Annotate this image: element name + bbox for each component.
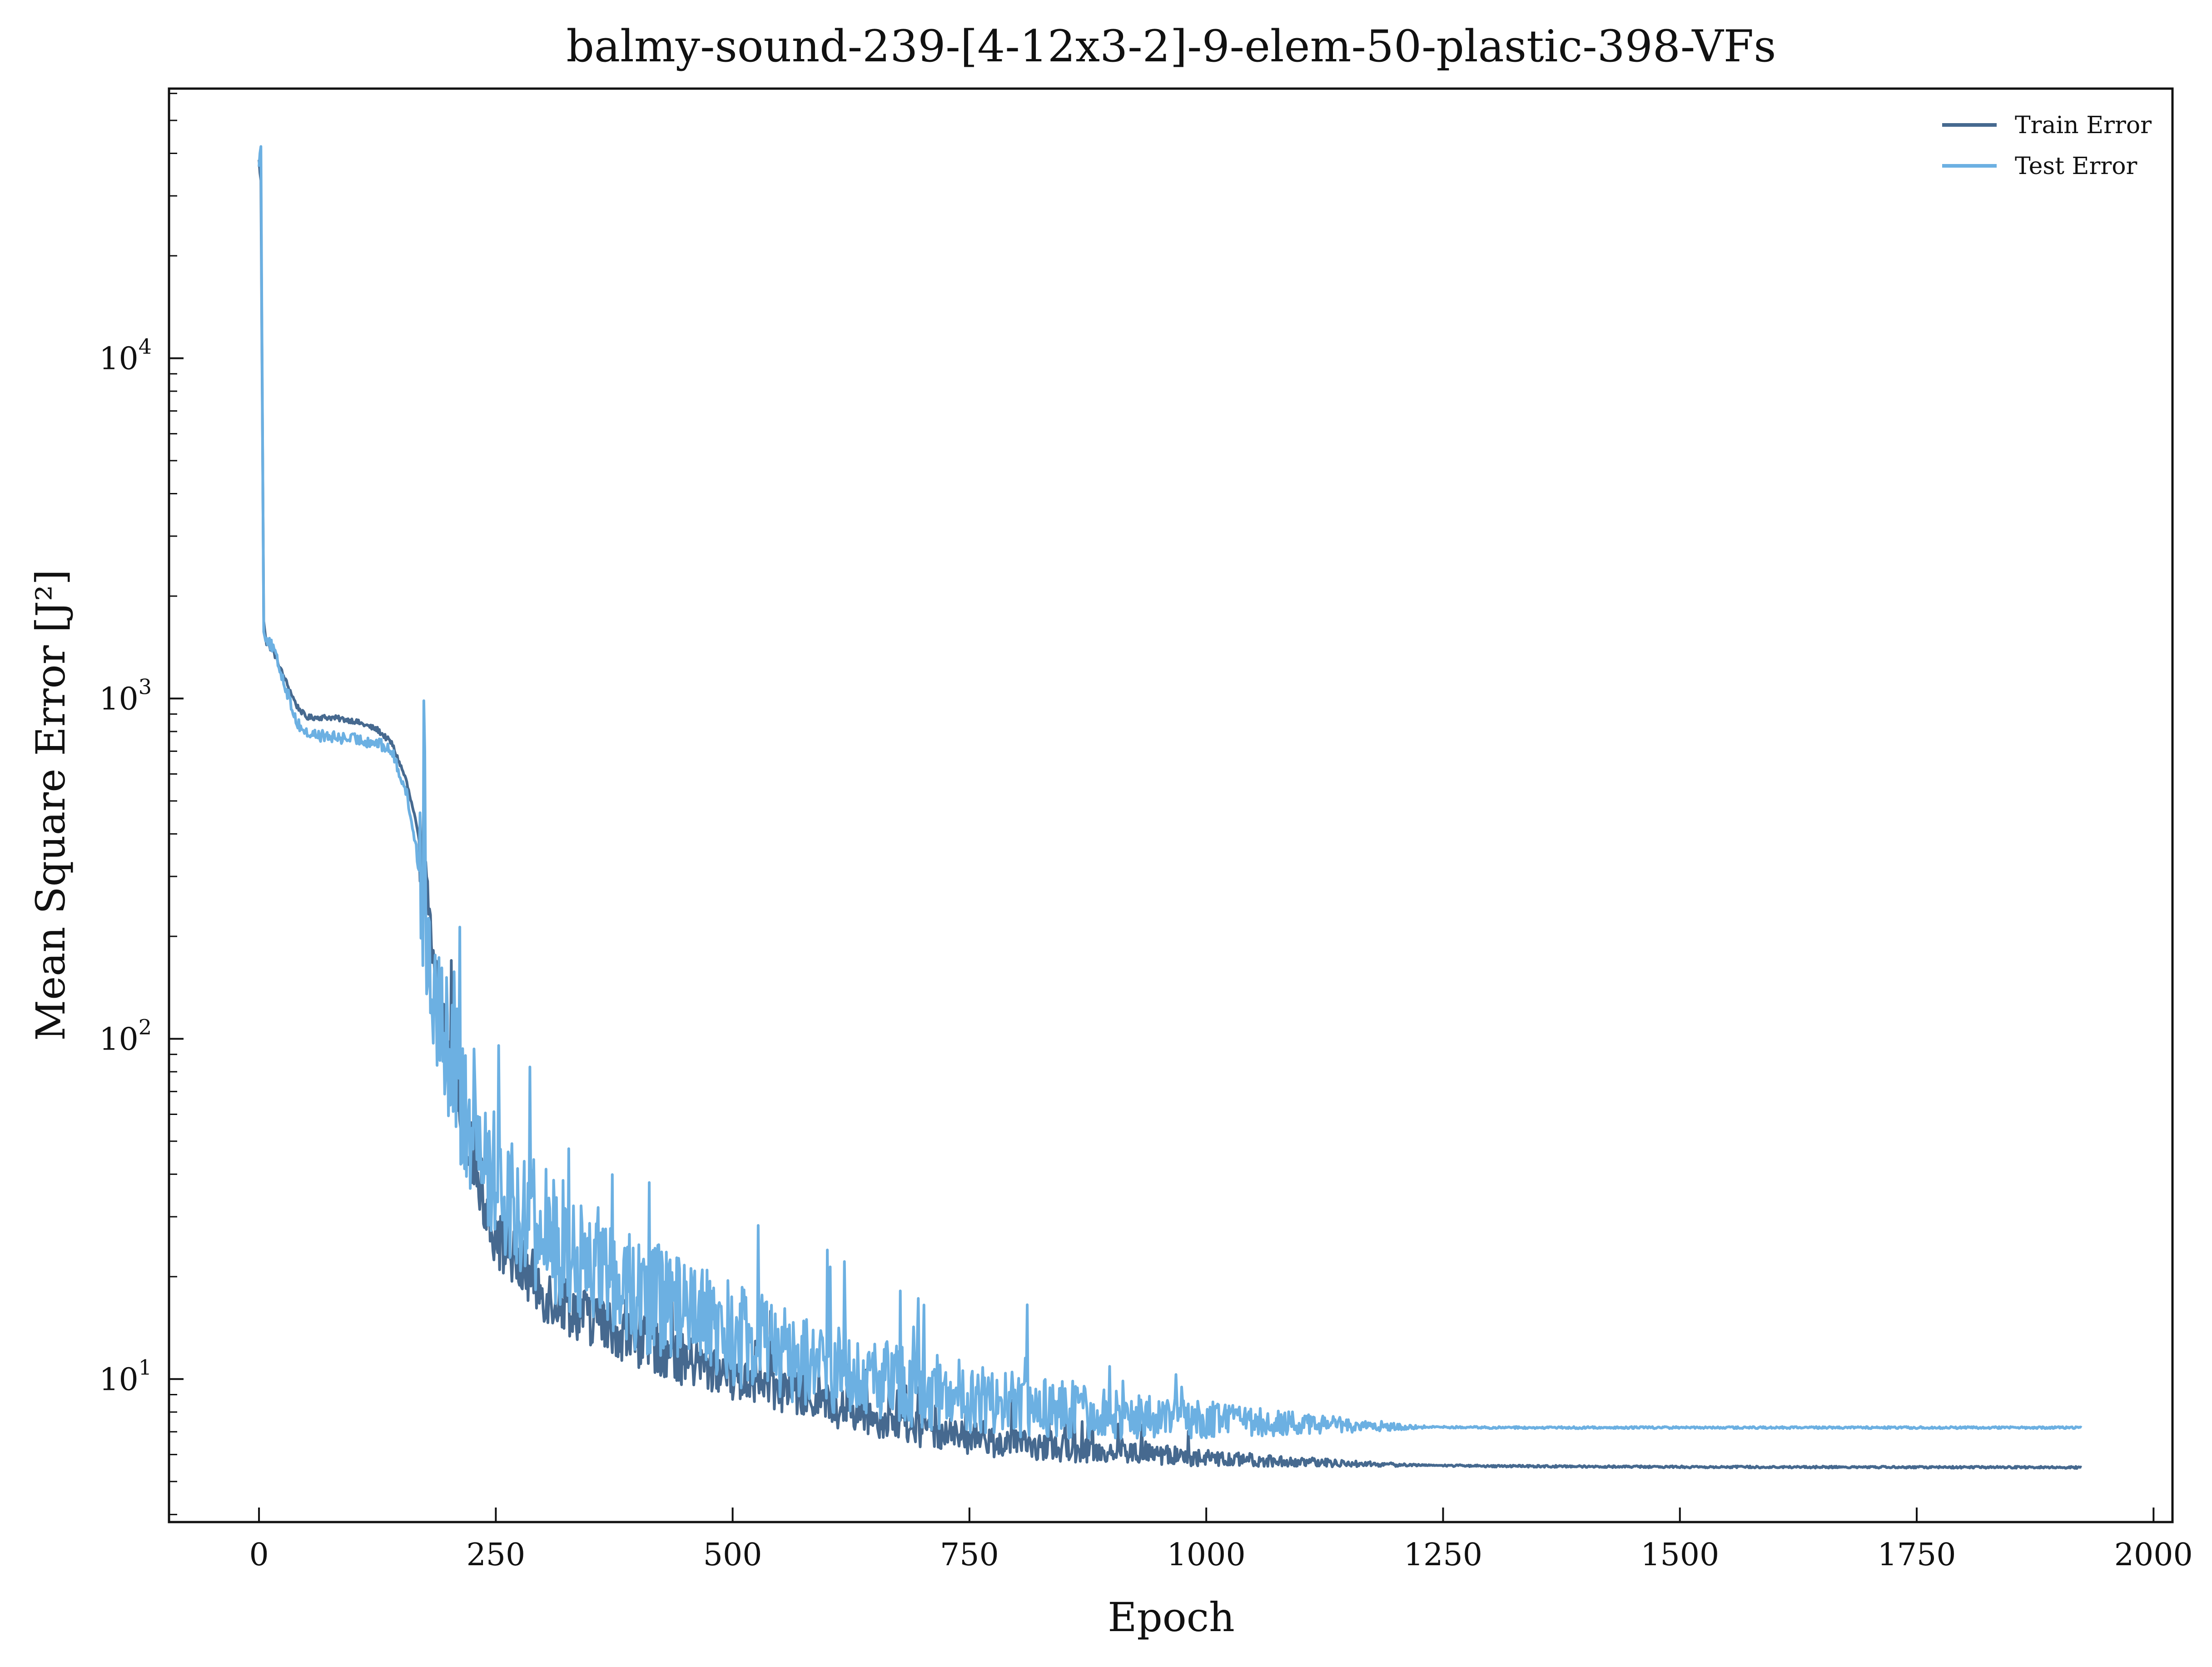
- y-tick-label: 103: [99, 674, 152, 717]
- y-tick-label: 101: [99, 1355, 152, 1398]
- plot-frame: [168, 87, 2174, 1523]
- x-tick-label: 1000: [1167, 1537, 1246, 1573]
- legend: Train Error Test Error: [1942, 112, 2152, 180]
- x-tick-label: 750: [940, 1537, 999, 1573]
- x-tick-label: 1250: [1404, 1537, 1482, 1573]
- y-tick-label: 102: [99, 1015, 152, 1057]
- legend-label-train: Train Error: [2015, 112, 2152, 139]
- series-line-train: [258, 159, 2082, 1470]
- x-axis-label: Epoch: [1108, 1594, 1235, 1641]
- chart-title: balmy-sound-239-[4-12x3-2]-9-elem-50-pla…: [566, 21, 1776, 72]
- x-tick-label: 1750: [1877, 1537, 1956, 1573]
- series-line-test: [258, 145, 2083, 1440]
- y-axis-ticks: 101 102 103 104: [99, 93, 184, 1515]
- x-tick-label: 500: [703, 1537, 762, 1573]
- x-tick-label: 1500: [1640, 1537, 1719, 1573]
- legend-label-test: Test Error: [2015, 153, 2137, 180]
- series-layer: [258, 145, 2083, 1470]
- x-tick-label: 0: [249, 1537, 268, 1573]
- x-tick-label: 2000: [2114, 1537, 2193, 1573]
- y-axis-label: Mean Square Error [J²]: [27, 569, 74, 1041]
- x-tick-label: 250: [466, 1537, 525, 1573]
- y-tick-label: 104: [99, 334, 152, 377]
- x-axis-ticks: 0 250 500 750 1000 1250 1500 1750 2000: [249, 1508, 2193, 1573]
